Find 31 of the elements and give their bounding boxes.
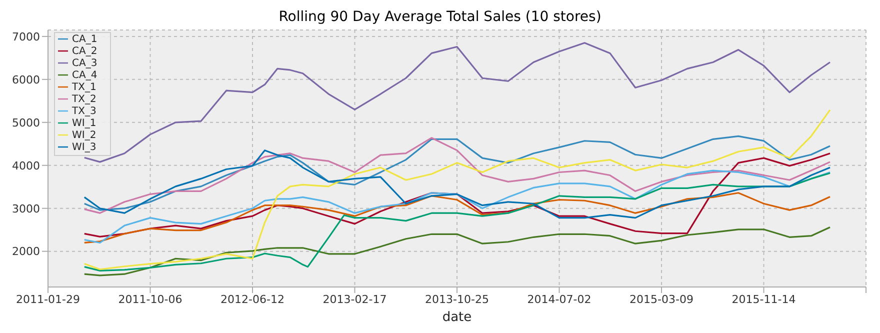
legend-label: CA_4 bbox=[72, 70, 98, 81]
line-series bbox=[84, 152, 831, 238]
legend-label: CA_3 bbox=[72, 58, 98, 69]
legend-label: WI_2 bbox=[72, 130, 96, 141]
line-series bbox=[84, 170, 831, 244]
line-series bbox=[84, 226, 831, 276]
legend-label: TX_3 bbox=[72, 106, 96, 117]
chart-title: Rolling 90 Day Average Total Sales (10 stores) bbox=[278, 8, 602, 27]
y-tick-label: 4000 bbox=[12, 159, 40, 172]
legend-label: WI_1 bbox=[72, 118, 96, 129]
x-tick-label: 2015-11-14 bbox=[732, 292, 796, 306]
line-series bbox=[84, 172, 831, 272]
y-tick-label: 7000 bbox=[12, 30, 40, 44]
legend-label: TX_2 bbox=[72, 94, 96, 105]
y-tick-label: 5000 bbox=[12, 116, 40, 130]
legend-label: CA_1 bbox=[72, 34, 98, 45]
x-tick-label: 2012-06-12 bbox=[220, 292, 284, 306]
x-tick-label: 2013-02-17 bbox=[322, 292, 387, 306]
x-tick-label: 2011-01-29 bbox=[16, 292, 80, 306]
y-tick-label: 6000 bbox=[12, 73, 40, 86]
legend-label: CA_2 bbox=[72, 46, 98, 57]
legend-label: WI_3 bbox=[72, 142, 96, 153]
line-series bbox=[84, 192, 831, 244]
y-tick-label: 2000 bbox=[12, 245, 40, 258]
x-tick-label: 2014-07-02 bbox=[527, 292, 592, 306]
x-tick-label: 2011-10-06 bbox=[118, 292, 182, 306]
x-tick-label: 2013-10-25 bbox=[425, 292, 489, 306]
y-tick-label: 3000 bbox=[12, 202, 40, 216]
legend-label: TX_1 bbox=[72, 82, 96, 93]
x-axis-title: date bbox=[442, 310, 472, 325]
x-tick-label: 2015-03-09 bbox=[630, 292, 694, 306]
